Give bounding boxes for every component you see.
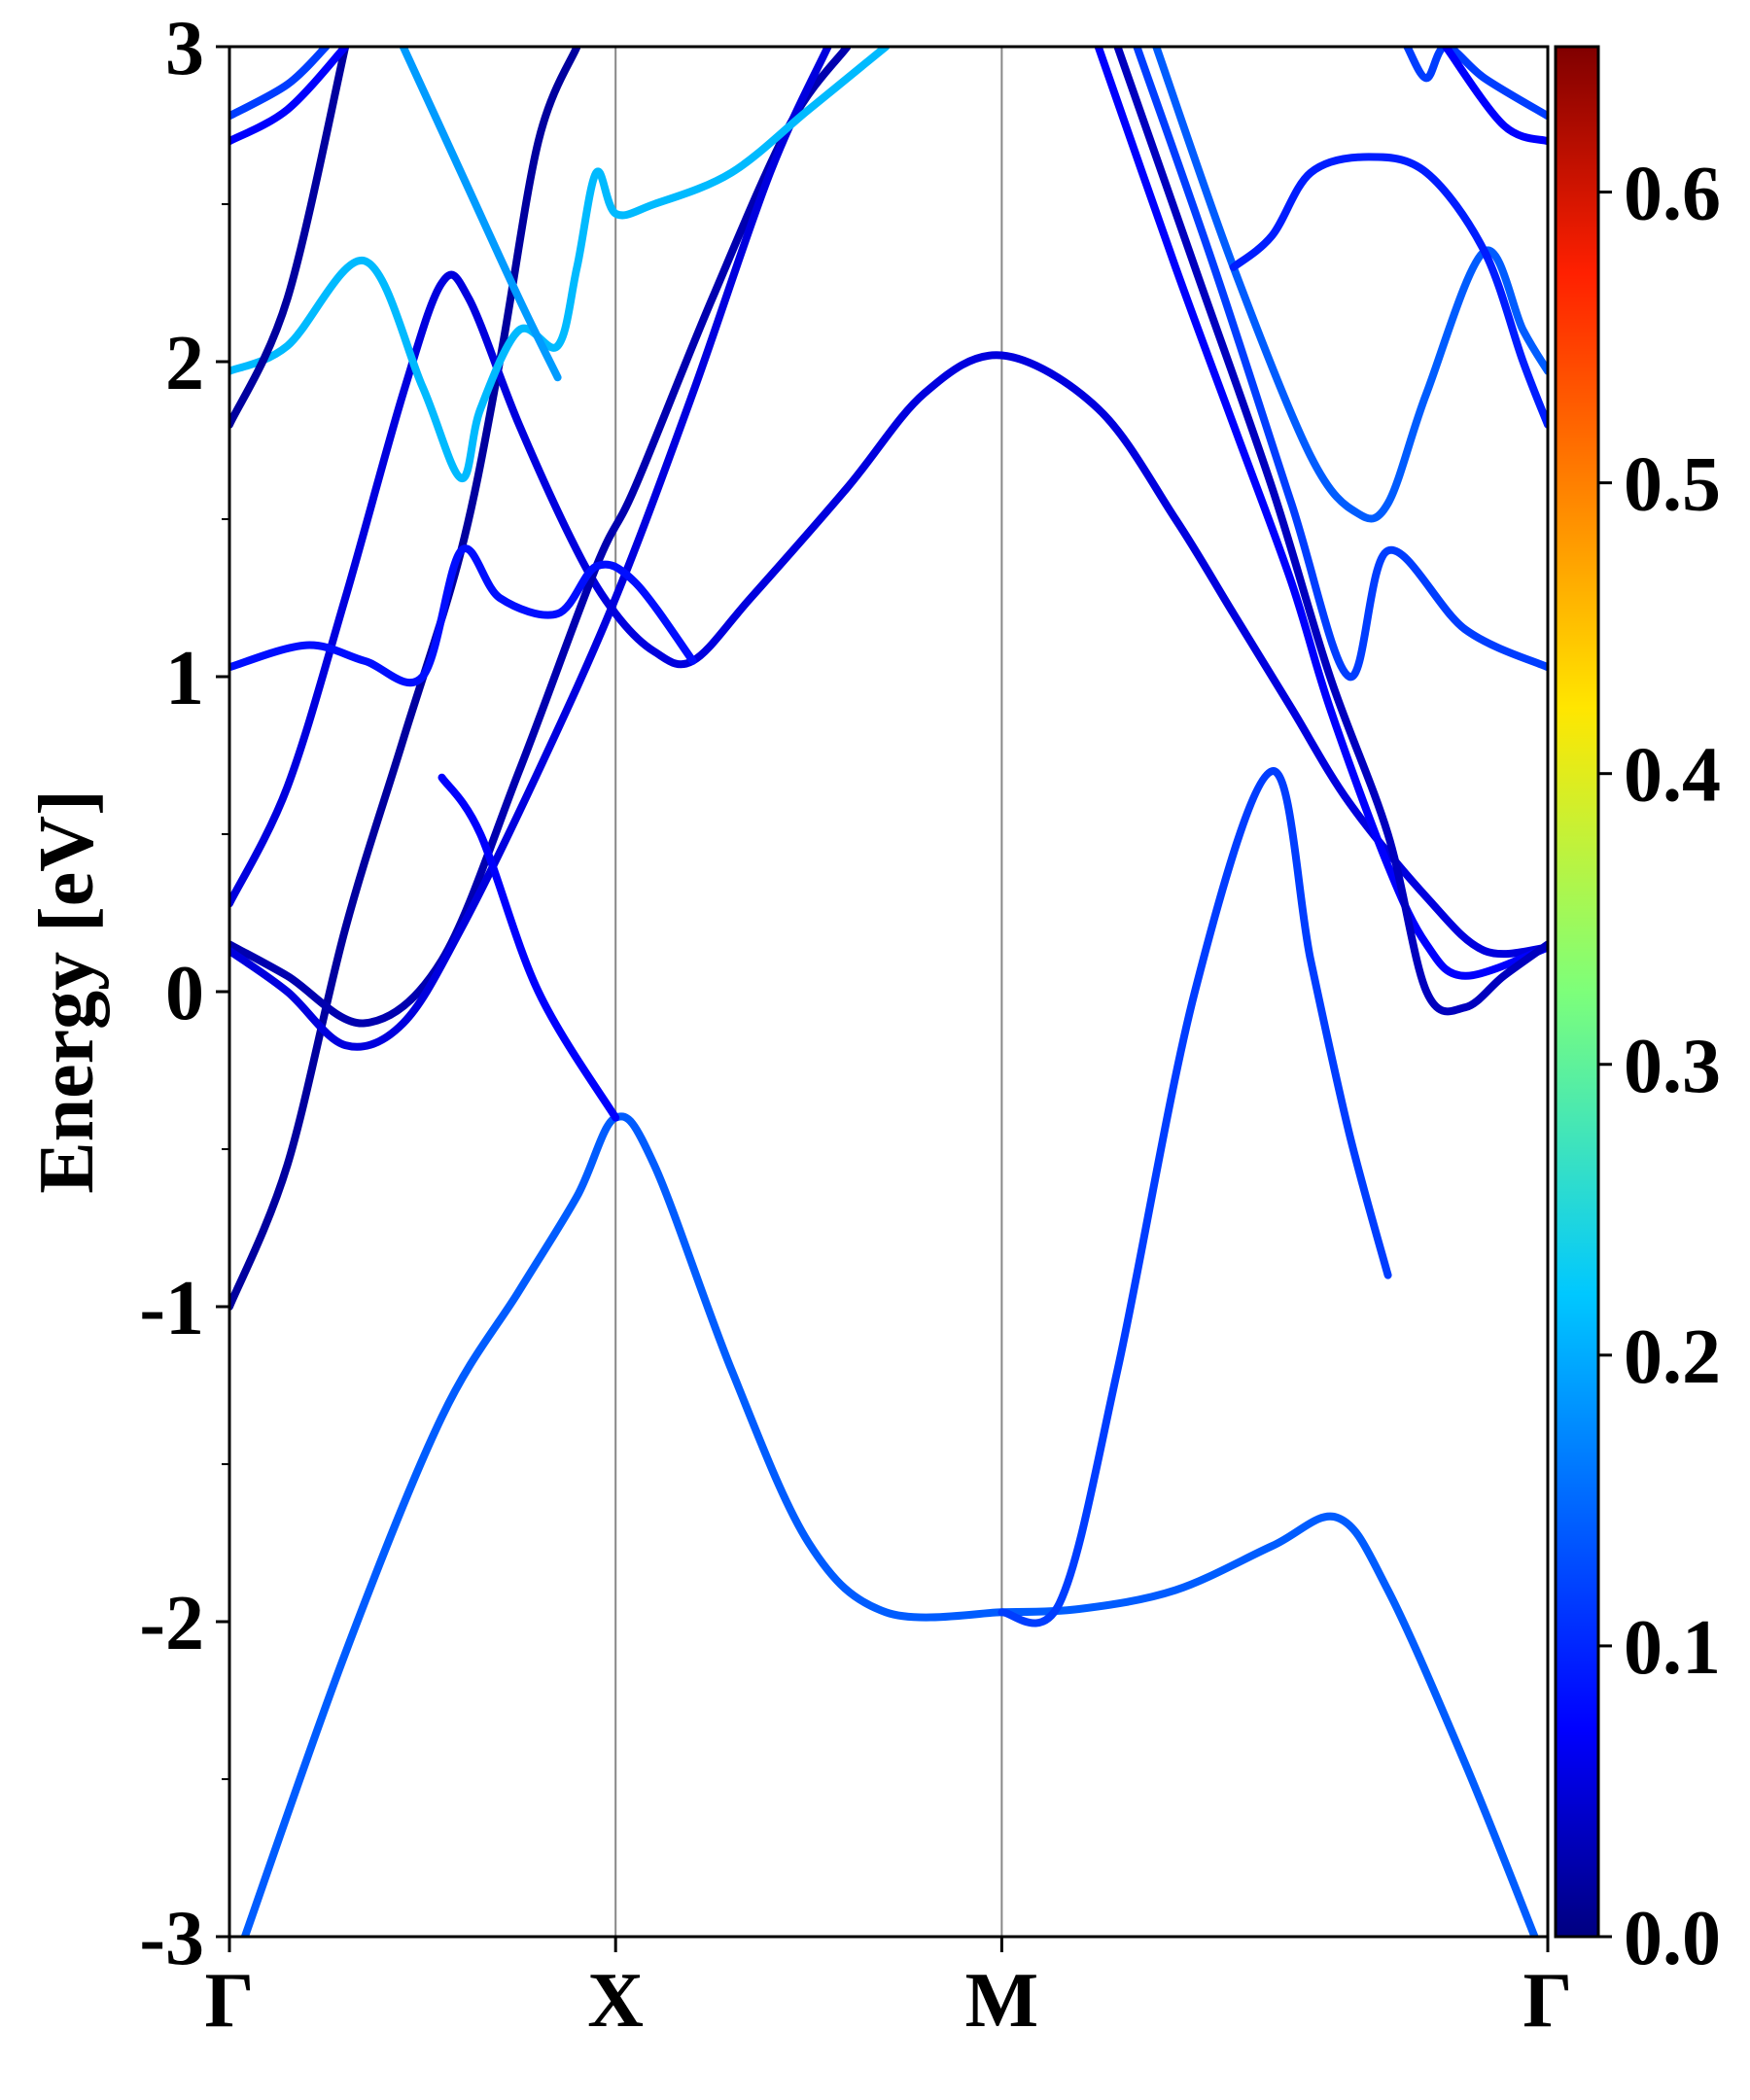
colorbar-tick-label: 0.0	[1624, 1896, 1721, 1981]
band-line	[1403, 47, 1548, 121]
band-line	[229, 544, 697, 687]
y-tick-label: 0	[165, 951, 204, 1036]
y-tick-label: -3	[139, 1896, 204, 1981]
band-line	[1152, 47, 1548, 523]
colorbar-tick-label: 0.6	[1624, 152, 1721, 237]
band-line	[998, 767, 1392, 1628]
kpoint-label: M	[965, 1958, 1039, 2044]
band-line	[1442, 47, 1548, 146]
band-line	[229, 47, 331, 121]
kpoint-label: Γ	[1523, 1958, 1573, 2044]
colorbar-tick-label: 0.3	[1624, 1024, 1721, 1109]
y-axis: 3 2 1 0 -1 -2 -3	[139, 6, 229, 1981]
kpoint-gridlines	[614, 47, 1003, 1937]
band-line	[229, 47, 350, 146]
band-line	[399, 47, 562, 382]
band-line	[229, 270, 1548, 959]
band-line	[229, 47, 350, 429]
y-tick-label: 2	[165, 321, 204, 406]
colorbar-tick-label: 0.1	[1624, 1605, 1721, 1691]
band-line	[240, 1112, 1006, 1937]
y-tick-label: 3	[165, 6, 204, 91]
y-tick-label: -1	[139, 1266, 204, 1351]
band-line	[229, 47, 581, 1311]
y-tick-label: 1	[165, 636, 204, 721]
band-line	[438, 773, 620, 1122]
bands	[229, 47, 1548, 1937]
band-line	[1113, 47, 1548, 1016]
band-line	[229, 47, 832, 1051]
kpoint-label: X	[587, 1958, 644, 2044]
band-line	[1229, 153, 1548, 429]
colorbar-tick-label: 0.5	[1624, 442, 1721, 528]
band-line	[1133, 47, 1548, 682]
colorbar-gradient	[1554, 45, 1600, 1939]
band-line	[229, 47, 891, 482]
colorbar-tick-label: 0.4	[1624, 733, 1721, 819]
colorbar-tick-label: 0.2	[1624, 1314, 1721, 1400]
y-axis-title: Energy [eV]	[24, 789, 110, 1193]
kpoint-label: Γ	[205, 1958, 255, 2044]
y-tick-label: -2	[139, 1581, 204, 1666]
band-line	[998, 1512, 1539, 1937]
colorbar: 0.0 0.1 0.2 0.3 0.4 0.5 0.6	[1554, 45, 1721, 1981]
band-line	[229, 47, 852, 1028]
band-line	[1094, 47, 1548, 980]
